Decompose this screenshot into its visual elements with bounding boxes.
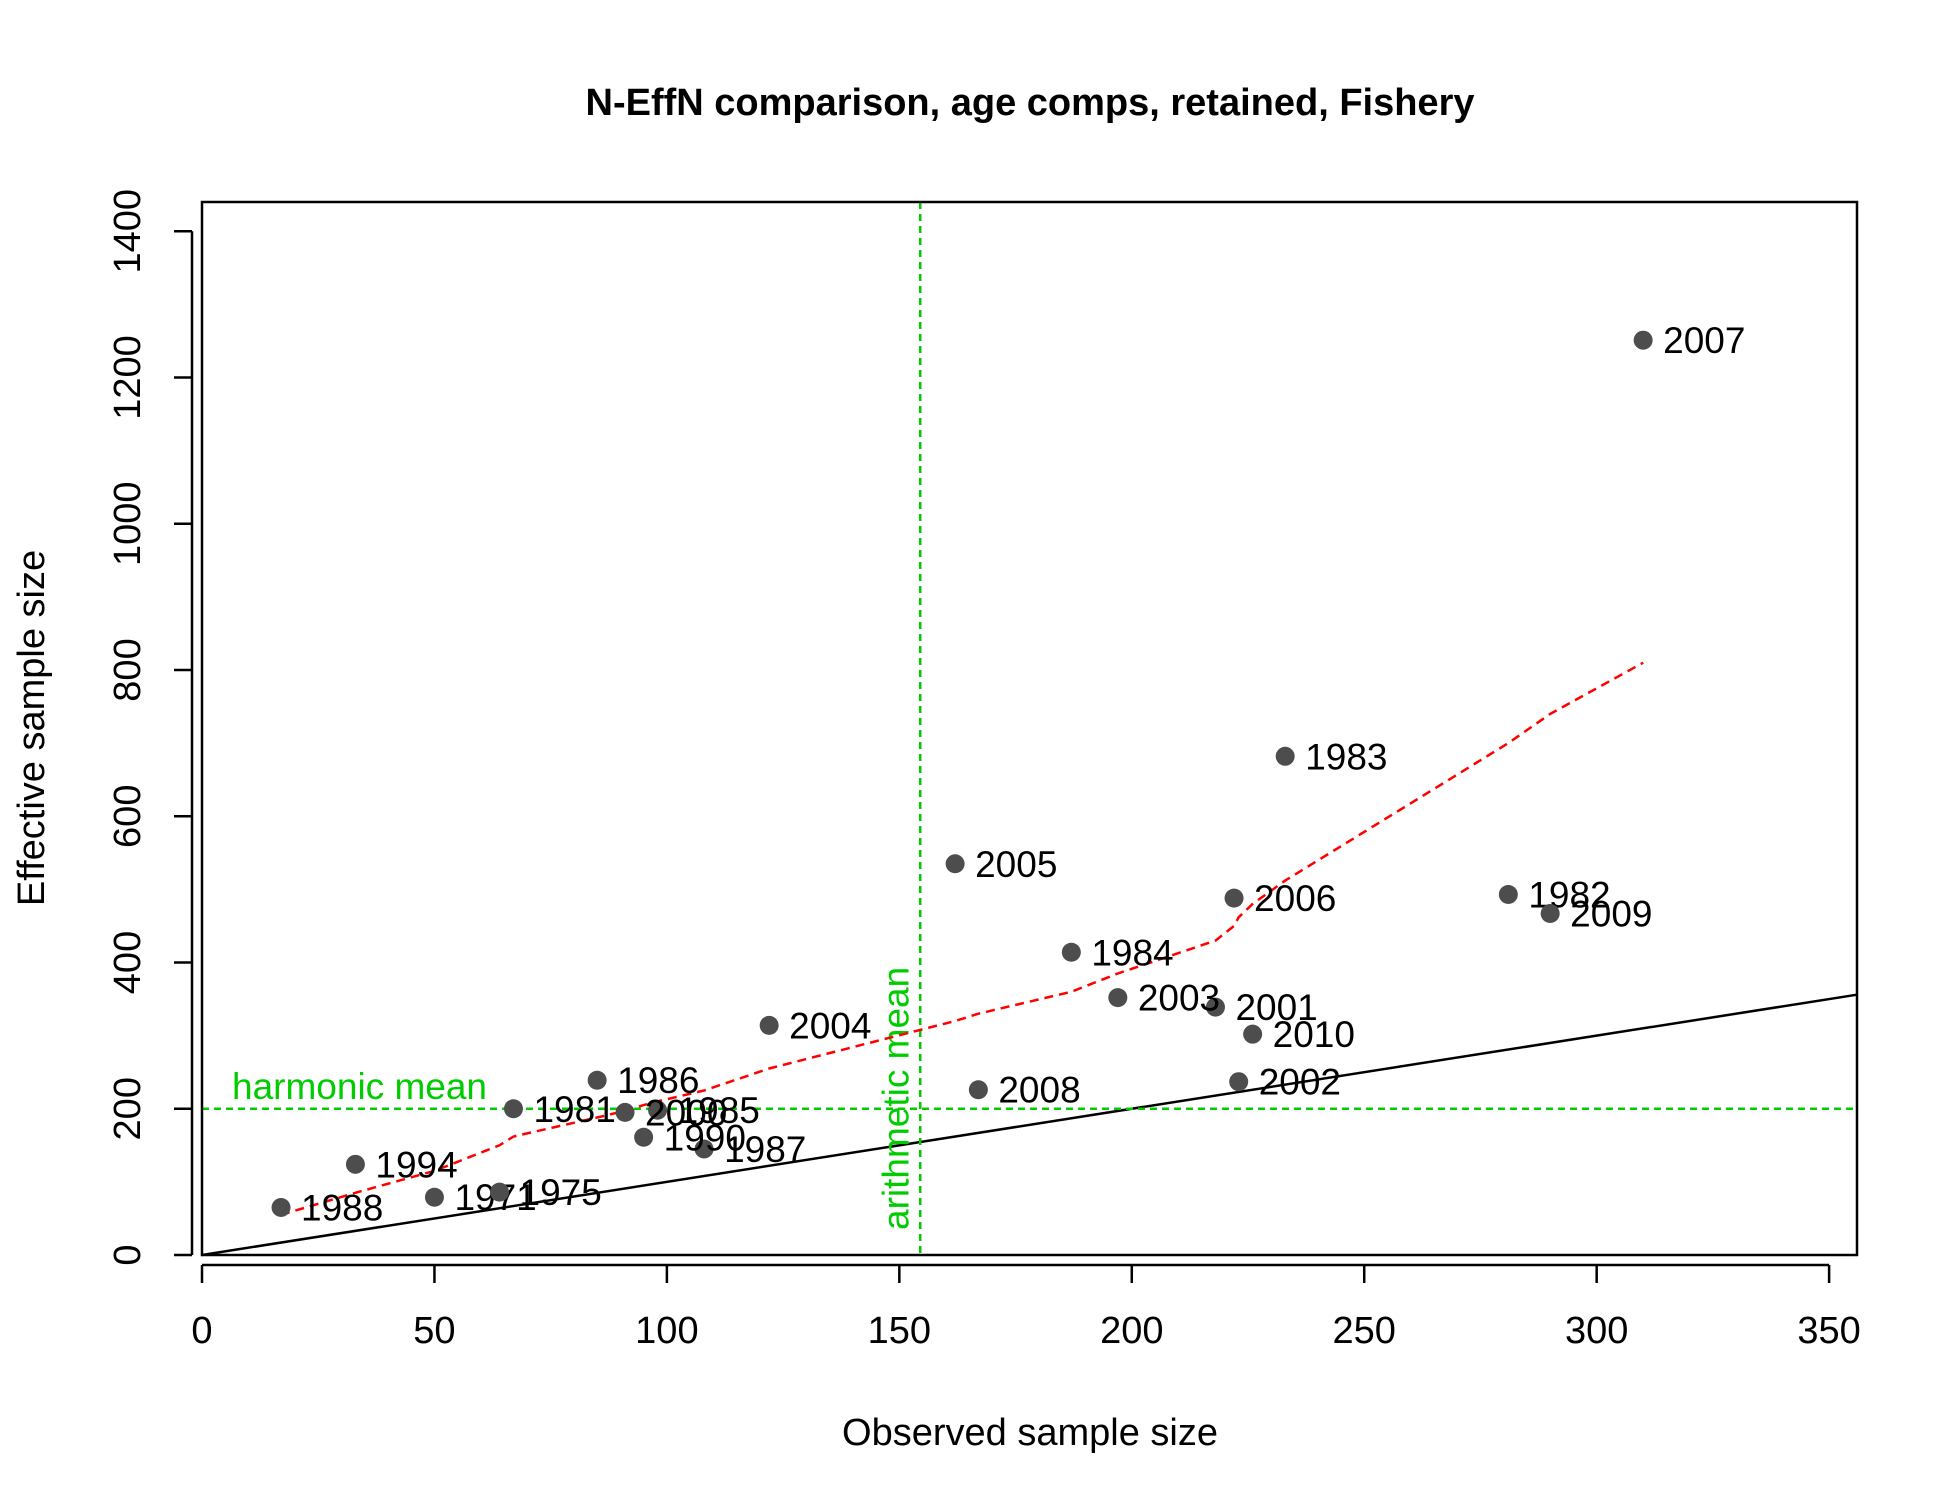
data-point-label: 1987 bbox=[724, 1129, 806, 1170]
x-axis-title: Observed sample size bbox=[842, 1412, 1218, 1454]
data-point-label: 2005 bbox=[975, 844, 1057, 885]
data-point bbox=[694, 1139, 714, 1159]
data-point bbox=[1205, 997, 1225, 1017]
chart-title: N-EffN comparison, age comps, retained, … bbox=[586, 82, 1475, 124]
data-point bbox=[1224, 888, 1244, 908]
data-point-label: 1981 bbox=[533, 1089, 615, 1130]
data-point-label: 1994 bbox=[375, 1144, 457, 1185]
y-tick-label: 200 bbox=[107, 1077, 149, 1140]
data-point-label: 2001 bbox=[1235, 987, 1317, 1028]
data-point bbox=[503, 1099, 523, 1119]
data-point bbox=[1633, 330, 1653, 350]
x-tick-label: 100 bbox=[635, 1310, 698, 1352]
data-point bbox=[587, 1070, 607, 1090]
arithmetic-mean-label: arithmetic mean bbox=[875, 967, 916, 1230]
data-point bbox=[345, 1154, 365, 1174]
x-tick-label: 0 bbox=[191, 1310, 212, 1352]
data-point-label: 2010 bbox=[1273, 1014, 1355, 1055]
data-point bbox=[634, 1127, 654, 1147]
data-point bbox=[1229, 1072, 1249, 1092]
data-point bbox=[271, 1197, 291, 1217]
y-tick-label: 0 bbox=[107, 1244, 149, 1265]
x-tick-label: 350 bbox=[1797, 1310, 1860, 1352]
x-tick-label: 150 bbox=[868, 1310, 931, 1352]
data-point-label: 1983 bbox=[1305, 736, 1387, 777]
data-point-label: 2006 bbox=[1254, 878, 1336, 919]
data-point bbox=[945, 854, 965, 874]
data-point bbox=[490, 1182, 510, 1202]
data-point-label: 1988 bbox=[301, 1187, 383, 1228]
data-point-label: 2003 bbox=[1138, 978, 1220, 1019]
data-point bbox=[968, 1080, 988, 1100]
x-tick-label: 250 bbox=[1333, 1310, 1396, 1352]
data-point-label: 1984 bbox=[1091, 932, 1173, 973]
y-tick-label: 800 bbox=[107, 638, 149, 701]
y-axis: 0 200 400 600 800 1000 1200 1400 bbox=[107, 189, 194, 1266]
data-point-label: 2009 bbox=[1570, 894, 1652, 935]
x-tick-label: 300 bbox=[1565, 1310, 1628, 1352]
data-point bbox=[615, 1102, 635, 1122]
data-point bbox=[759, 1015, 779, 1035]
y-tick-label: 400 bbox=[107, 931, 149, 994]
y-axis-title: Effective sample size bbox=[11, 550, 53, 906]
data-point-label: 1985 bbox=[678, 1090, 760, 1131]
data-point bbox=[1243, 1024, 1263, 1044]
y-tick-label: 600 bbox=[107, 785, 149, 848]
x-tick-label: 50 bbox=[413, 1310, 455, 1352]
y-tick-label: 1200 bbox=[107, 335, 149, 420]
data-point bbox=[1061, 942, 1081, 962]
data-point-label: 2002 bbox=[1259, 1062, 1341, 1103]
data-point-label: 2007 bbox=[1663, 320, 1745, 361]
data-point bbox=[1498, 884, 1518, 904]
data-point bbox=[648, 1100, 668, 1120]
data-point bbox=[424, 1187, 444, 1207]
data-point-label: 2008 bbox=[998, 1070, 1080, 1111]
data-point bbox=[1108, 988, 1128, 1008]
data-point-label: 1986 bbox=[617, 1060, 699, 1101]
y-tick-label: 1000 bbox=[107, 481, 149, 566]
one-to-one-line bbox=[201, 993, 1858, 1257]
harmonic-mean-label: harmonic mean bbox=[232, 1066, 487, 1107]
x-tick-label: 200 bbox=[1100, 1310, 1163, 1352]
plot-frame bbox=[200, 200, 1859, 1257]
data-point-label: 1975 bbox=[520, 1172, 602, 1213]
y-tick-label: 1400 bbox=[107, 189, 149, 274]
smoother-line bbox=[280, 661, 1644, 1216]
x-axis: 0 50 100 150 200 250 300 350 bbox=[191, 1263, 1861, 1352]
data-point bbox=[1275, 746, 1295, 766]
data-point-label: 2000 bbox=[645, 1092, 727, 1133]
data-point-label: 1990 bbox=[664, 1117, 746, 1158]
data-point bbox=[1540, 904, 1560, 924]
data-point-label: 2004 bbox=[789, 1005, 871, 1046]
